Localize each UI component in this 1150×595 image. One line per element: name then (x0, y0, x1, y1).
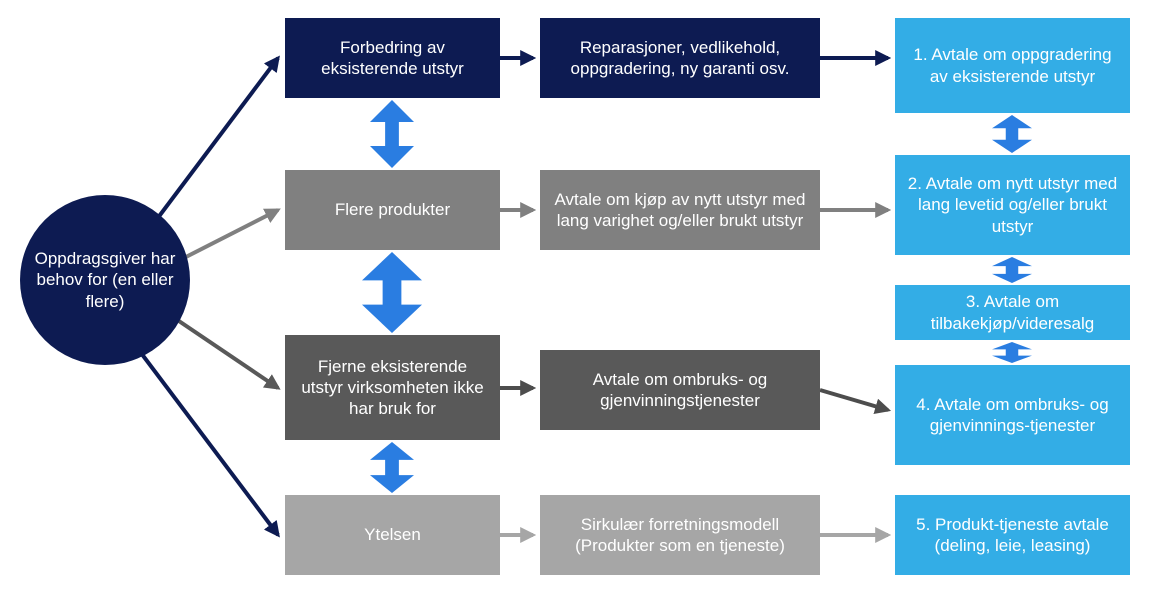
node-label: 5. Produkt-tjeneste avtale (deling, leie… (916, 514, 1109, 557)
node-c4b: Sirkulær forretningsmodell (Produkter so… (540, 495, 820, 575)
flowchart-canvas: Oppdragsgiver har behov for (en eller fl… (0, 0, 1150, 595)
double-arrow-c2a-c3a (362, 252, 422, 333)
node-label: Ytelsen (364, 524, 421, 545)
double-arrow-c2r-c3r (992, 257, 1032, 283)
double-arrow-c1r-c2r (992, 115, 1032, 153)
double-arrow-c3a-c4a (370, 442, 414, 493)
arrow-origin-to-c4a (135, 345, 278, 535)
node-c2b: Avtale om kjøp av nytt utstyr med lang v… (540, 170, 820, 250)
node-label: Reparasjoner, vedlikehold, oppgradering,… (550, 37, 810, 80)
double-arrow-c3r-c4r (992, 342, 1032, 363)
arrow-origin-to-c1a (145, 58, 278, 235)
node-label: Avtale om ombruks- og gjenvinningstjenes… (550, 369, 810, 412)
node-c4r: 4. Avtale om ombruks- og gjenvinnings-tj… (895, 365, 1130, 465)
node-c4a: Ytelsen (285, 495, 500, 575)
arrow-origin-to-c2a (180, 210, 278, 260)
node-label: Fjerne eksisterende utstyr virksomheten … (295, 356, 490, 420)
arrow-origin-to-c3a (170, 315, 278, 388)
node-label: Flere produkter (335, 199, 450, 220)
node-c2r: 2. Avtale om nytt utstyr med lang leveti… (895, 155, 1130, 255)
node-c5r: 5. Produkt-tjeneste avtale (deling, leie… (895, 495, 1130, 575)
double-arrow-c1a-c2a (370, 100, 414, 168)
node-label: 4. Avtale om ombruks- og gjenvinnings-tj… (905, 394, 1120, 437)
node-label: Oppdragsgiver har behov for (en eller fl… (30, 248, 180, 312)
node-label: Sirkulær forretningsmodell (Produkter so… (550, 514, 810, 557)
node-label: 1. Avtale om oppgradering av eksisterend… (905, 44, 1120, 87)
node-c1a: Forbedring av eksisterende utstyr (285, 18, 500, 98)
node-c1b: Reparasjoner, vedlikehold, oppgradering,… (540, 18, 820, 98)
node-c1r: 1. Avtale om oppgradering av eksisterend… (895, 18, 1130, 113)
node-c3r: 3. Avtale om tilbakekjøp/videresalg (895, 285, 1130, 340)
node-c2a: Flere produkter (285, 170, 500, 250)
node-label: 3. Avtale om tilbakekjøp/videresalg (905, 291, 1120, 334)
node-label: 2. Avtale om nytt utstyr med lang leveti… (905, 173, 1120, 237)
arrow-c3b-to-c4r (820, 390, 888, 410)
node-label: Forbedring av eksisterende utstyr (295, 37, 490, 80)
node-c3a: Fjerne eksisterende utstyr virksomheten … (285, 335, 500, 440)
node-origin: Oppdragsgiver har behov for (en eller fl… (20, 195, 190, 365)
node-label: Avtale om kjøp av nytt utstyr med lang v… (550, 189, 810, 232)
node-c3b: Avtale om ombruks- og gjenvinningstjenes… (540, 350, 820, 430)
